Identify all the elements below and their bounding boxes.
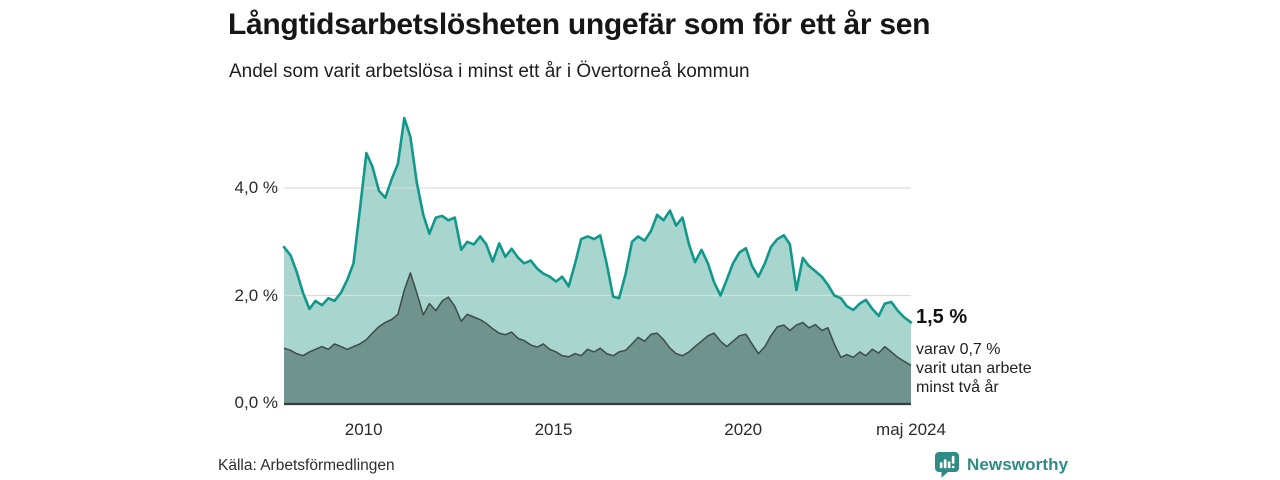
newsworthy-logo: Newsworthy <box>934 451 1068 478</box>
chart-title: Långtidsarbetslösheten ungefär som för e… <box>228 8 931 41</box>
latest-value-label: 1,5 % <box>916 306 968 328</box>
y-tick-label: 4,0 % <box>234 178 278 197</box>
x-tick-label: 2020 <box>724 420 763 439</box>
x-tick-label: 2010 <box>344 420 383 439</box>
y-tick-label: 2,0 % <box>234 285 278 305</box>
area-minst-tva-ar <box>284 272 911 403</box>
latest-value-annotation: 1,5 % varav 0,7 % varit utan arbete mins… <box>916 306 1066 397</box>
x-tick-label: 2015 <box>534 420 573 439</box>
line-minst-ett-ar <box>282 116 913 324</box>
line-minst-tva-ar <box>283 272 912 367</box>
annotation-line-2: varit utan arbete <box>916 360 1032 377</box>
chart-subtitle: Andel som varit arbetslösa i minst ett å… <box>229 61 750 82</box>
annotation-line-1: varav 0,7 % <box>916 341 1001 358</box>
newsworthy-icon <box>935 452 959 478</box>
x-tick-label: maj 2024 <box>876 420 946 439</box>
annotation-line-3: minst två år <box>916 379 999 396</box>
y-tick-label: 0,0 % <box>234 393 278 412</box>
source-note: Källa: Arbetsförmedlingen <box>218 457 395 474</box>
newsworthy-wordmark: Newsworthy <box>967 454 1069 474</box>
